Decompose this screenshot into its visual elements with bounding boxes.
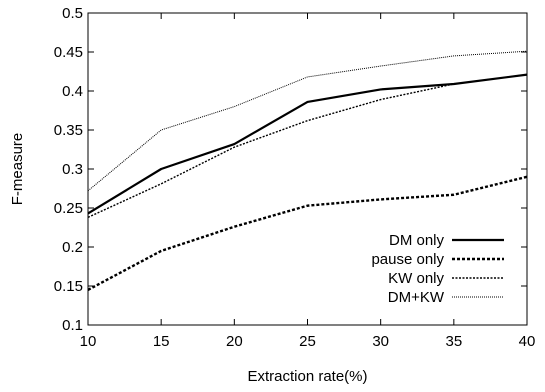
x-tick-label: 30 (372, 333, 389, 350)
y-axis-title: F-measure (9, 133, 26, 206)
x-tick-label: 25 (299, 333, 316, 350)
y-tick-label: 0.5 (62, 5, 83, 22)
data-series (87, 50, 528, 291)
y-tick-label: 0.45 (54, 44, 83, 61)
tick-labels: 10 15 20 25 30 35 40 0.1 0.15 0.2 0.25 0.3 0.35 0.4 0.… (54, 5, 536, 350)
x-tick-label: 40 (519, 333, 536, 350)
axis-ticks (87, 12, 528, 326)
plot-frame (87, 12, 528, 326)
legend: DM only pause only KW only DM+KW (371, 232, 504, 306)
legend-label: KW only (388, 270, 444, 287)
legend-label: DM only (389, 232, 445, 249)
plot-border (87, 12, 528, 326)
y-tick-label: 0.2 (62, 239, 83, 256)
y-tick-label: 0.4 (62, 83, 83, 100)
series-line-dm-kw (87, 50, 528, 192)
x-axis-title: Extraction rate(%) (247, 368, 367, 385)
legend-label: pause only (371, 251, 444, 268)
y-tick-label: 0.15 (54, 278, 83, 295)
y-tick-label: 0.35 (54, 122, 83, 139)
y-tick-label: 0.3 (62, 161, 83, 178)
series-line-pause-only (87, 175, 528, 291)
x-tick-label: 10 (80, 333, 97, 350)
legend-label: DM+KW (388, 289, 445, 306)
series-line-dm-only (87, 73, 528, 215)
series-line-kw-only (87, 73, 528, 218)
x-tick-label: 35 (445, 333, 462, 350)
x-tick-label: 20 (226, 333, 243, 350)
x-tick-label: 15 (153, 333, 170, 350)
y-tick-label: 0.25 (54, 200, 83, 217)
y-tick-label: 0.1 (62, 317, 83, 334)
